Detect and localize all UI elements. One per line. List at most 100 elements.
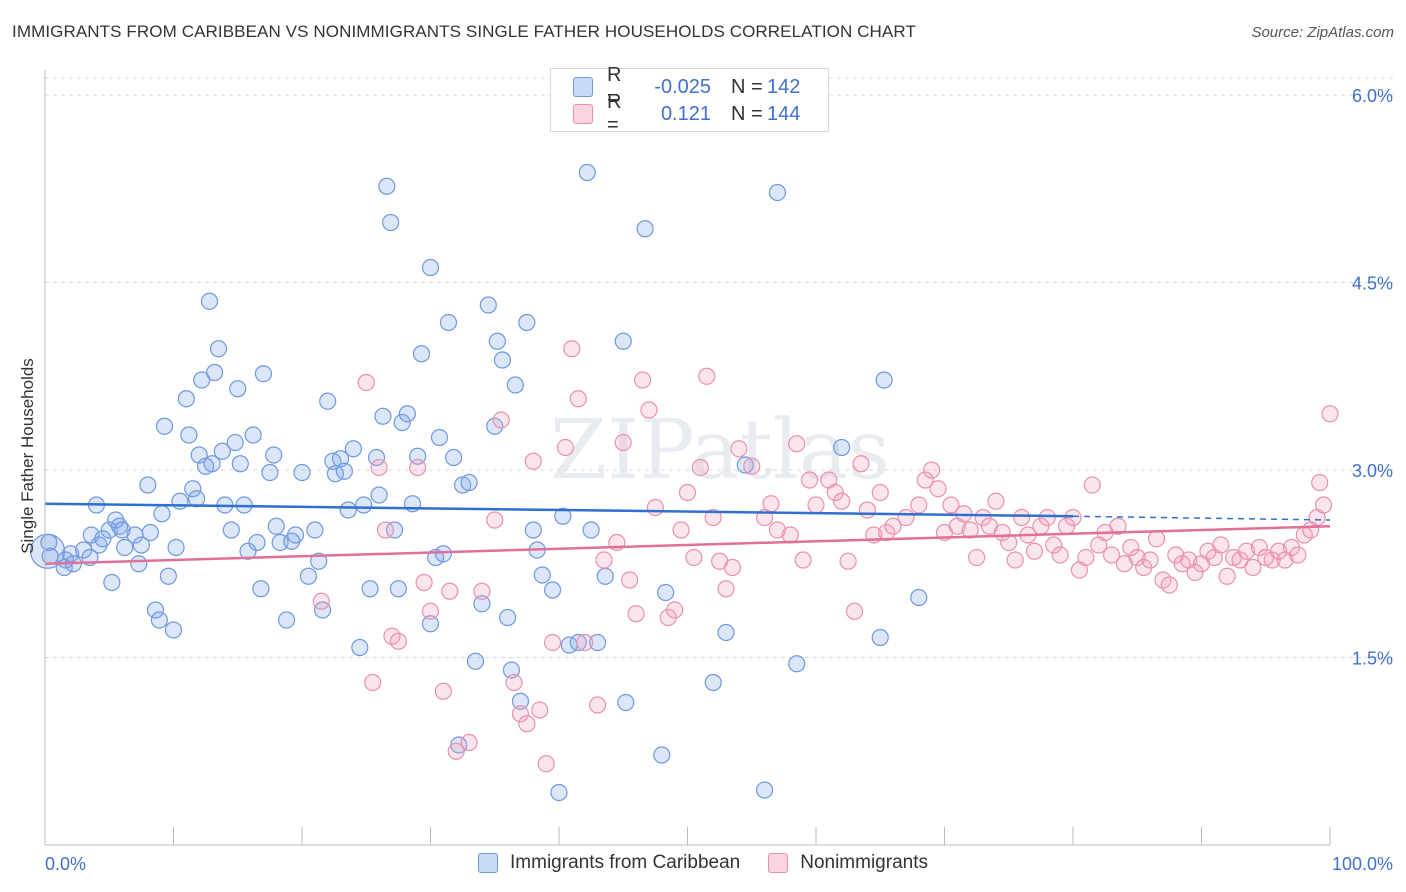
- caribbean-point: [569, 633, 587, 652]
- nonimmigrant-point: [730, 440, 748, 458]
- caribbean-point: [229, 380, 247, 398]
- nonimmigrant-point: [845, 602, 864, 620]
- nonimmigrant-point: [1289, 546, 1307, 564]
- nonimmigrant-point: [1237, 542, 1256, 560]
- r-value: 0.121: [660, 102, 711, 125]
- caribbean-point: [167, 538, 185, 557]
- legend-item-caribbean[interactable]: Immigrants from Caribbean: [478, 852, 740, 874]
- nonimmigrant-point: [678, 483, 697, 502]
- caribbean-point: [466, 652, 485, 670]
- nonimmigrant-point: [717, 580, 735, 598]
- nonimmigrant-point: [421, 602, 440, 620]
- legend-swatch-nonimmigrants: [573, 104, 593, 124]
- nonimmigrant-point: [537, 755, 555, 773]
- watermark: ZIPatlas: [550, 403, 890, 498]
- caribbean-point: [434, 545, 452, 563]
- nonimmigrant-point: [743, 457, 761, 475]
- nonimmigrant-point: [511, 705, 530, 723]
- nonimmigrant-point: [518, 715, 536, 733]
- nonimmigrant-point: [492, 411, 510, 429]
- caribbean-point: [200, 292, 219, 310]
- nonimmigrant-point: [974, 508, 992, 527]
- nonimmigrant-point: [376, 521, 395, 539]
- caribbean-point: [139, 476, 157, 494]
- caribbean-point: [306, 521, 324, 539]
- nonimmigrant-point: [1186, 563, 1204, 582]
- caribbean-point: [310, 552, 328, 570]
- caribbean-point: [244, 426, 262, 444]
- nonimmigrant-point: [1109, 517, 1127, 535]
- nonimmigrant-point: [627, 605, 645, 623]
- nonimmigrant-point: [1051, 546, 1069, 564]
- nonimmigrant-point: [569, 390, 587, 408]
- caribbean-point: [617, 693, 635, 712]
- nonimmigrant-point: [357, 373, 375, 392]
- nonimmigrant-point: [1167, 546, 1185, 564]
- caribbean-point: [239, 542, 257, 560]
- caribbean-point: [209, 340, 228, 358]
- caribbean-point: [543, 581, 562, 599]
- nonimmigrant-point: [460, 733, 478, 752]
- caribbean-point: [460, 473, 478, 492]
- caribbean-point: [445, 448, 463, 467]
- nonimmigrant-point: [543, 633, 562, 652]
- caribbean-point: [203, 455, 221, 473]
- tick-labels: 1.5% 3.0% 4.5% 6.0% 0.0% 100.0%: [45, 86, 1393, 874]
- nonimmigrant-point: [621, 571, 639, 589]
- nonimmigrant-point: [968, 548, 986, 567]
- caribbean-point: [421, 615, 440, 633]
- caribbean-point: [378, 177, 396, 195]
- caribbean-point: [910, 588, 928, 607]
- caribbean-point: [267, 517, 285, 535]
- nonimmigrant-point: [1212, 536, 1230, 554]
- caribbean-point: [479, 296, 497, 314]
- caribbean-point: [755, 781, 774, 799]
- caribbean-point: [486, 417, 504, 435]
- nonimmigrant-point: [576, 633, 594, 652]
- nonimmigrant-point: [884, 517, 902, 535]
- nonimmigrant-point: [1269, 542, 1288, 560]
- nonimmigrant-point: [364, 673, 382, 692]
- caribbean-point: [155, 417, 174, 435]
- caribbean-point: [103, 573, 121, 592]
- caribbean-point: [319, 392, 337, 410]
- nonimmigrant-point: [415, 573, 433, 592]
- nonimmigrant-point: [1025, 542, 1044, 560]
- caribbean-point: [184, 480, 202, 498]
- nonimmigrant-point: [409, 458, 427, 477]
- nonimmigrant-point: [800, 471, 819, 489]
- nonimmigrant-point: [1311, 473, 1329, 492]
- trend-lines: [44, 502, 1331, 565]
- legend-swatch-nonimmigrants: [768, 853, 789, 873]
- nonimmigrant-point: [1263, 551, 1281, 569]
- caribbean-point: [226, 433, 244, 452]
- caribbean-point: [550, 783, 568, 802]
- caribbean-point: [299, 567, 318, 585]
- nonimmigrant-point: [1083, 476, 1101, 494]
- caribbean-point: [518, 313, 536, 332]
- nonimmigrant-point: [788, 435, 806, 453]
- caribbean-point: [231, 455, 249, 473]
- nonimmigrant-point: [588, 696, 607, 714]
- caribbean-point: [578, 163, 596, 182]
- n-value: 144: [767, 102, 801, 125]
- caribbean-point: [382, 213, 400, 232]
- nonimmigrant-point: [852, 455, 870, 473]
- caribbean-point: [164, 621, 183, 639]
- caribbean-point: [130, 555, 148, 573]
- caribbean-point: [94, 530, 112, 548]
- nonimmigrant-trend-line: [44, 525, 1331, 565]
- legend-item-nonimmigrants[interactable]: Nonimmigrants: [768, 852, 928, 874]
- nonimmigrant-point: [878, 523, 896, 542]
- nonimmigrant-point: [897, 508, 915, 527]
- axes: [44, 70, 1331, 846]
- nonimmigrant-point: [839, 552, 857, 570]
- caribbean-point: [254, 365, 273, 383]
- nonimmigrant-point: [1012, 508, 1031, 527]
- nonimmigrant-point: [691, 458, 709, 477]
- caribbean-trend-line: [44, 502, 1074, 518]
- nonimmigrant-point: [486, 511, 504, 529]
- caribbean-point: [473, 595, 491, 613]
- caribbean-point: [370, 486, 388, 504]
- nonimmigrant-point: [807, 496, 825, 514]
